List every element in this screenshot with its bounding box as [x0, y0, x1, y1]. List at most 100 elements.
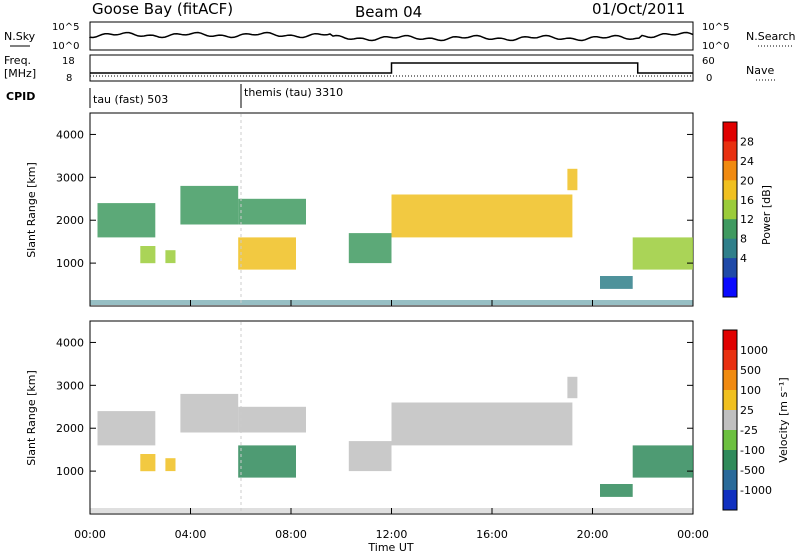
x-tick-label: 16:00 — [476, 528, 508, 541]
colorbar-tick-label: 12 — [740, 213, 754, 226]
y-tick-label: 1000 — [56, 465, 84, 478]
power-y-ticks: 1000 2000 3000 4000 — [56, 128, 693, 270]
date-title: 01/Oct/2011 — [592, 0, 685, 18]
power-panel: 1000 2000 3000 4000 Slant Range [km] 28 24 20… — [25, 112, 773, 307]
freq-tick-top: 18 — [62, 56, 75, 67]
power-colorbar: 28 24 20 16 12 8 4 — [722, 121, 754, 298]
station-title: Goose Bay (fitACF) — [92, 0, 233, 18]
colorbar-segment — [723, 390, 737, 411]
beam-title: Beam 04 — [355, 3, 422, 21]
velocity-echo-region — [165, 458, 176, 472]
nsearch-label: N.Search — [746, 30, 796, 43]
velocity-y-ticks: 1000 2000 3000 4000 — [56, 336, 693, 478]
nsky-trace — [89, 31, 694, 42]
x-tick-label: 04:00 — [175, 528, 207, 541]
power-y-axis-label: Slant Range [km] — [25, 162, 38, 258]
colorbar-tick-label: 500 — [740, 364, 761, 377]
colorbar-tick-label: -500 — [740, 464, 765, 477]
power-colorbar-label: Power [dB] — [760, 185, 773, 245]
x-tick-label: 00:00 — [74, 528, 106, 541]
nsky-tick-bottom-left: 10^0 — [52, 41, 79, 52]
velocity-y-axis-label: Slant Range [km] — [25, 370, 38, 466]
velocity-echo-region — [140, 454, 156, 472]
cpid-label: CPID — [6, 90, 35, 103]
cpid-row: CPID tau (fast) 503 themis (tau) 3310 — [6, 84, 343, 108]
y-tick-label: 2000 — [56, 422, 84, 435]
y-tick-label: 4000 — [56, 128, 84, 141]
power-echo-region — [180, 185, 239, 225]
colorbar-tick-label: 25 — [740, 404, 754, 417]
y-tick-label: 2000 — [56, 214, 84, 227]
velocity-echo-region — [632, 445, 693, 478]
velocity-colorbar-label: Velocity [m s⁻¹] — [777, 377, 790, 462]
velocity-echo-region — [348, 441, 392, 472]
colorbar-tick-label: 100 — [740, 384, 761, 397]
velocity-panel: 1000 2000 3000 4000 Slant Range [km] 1000 50… — [25, 320, 790, 515]
colorbar-tick-label: 8 — [740, 233, 747, 246]
x-tick-label: 12:00 — [376, 528, 408, 541]
nave-label: Nave — [746, 64, 774, 77]
colorbar-tick-label: 20 — [740, 174, 754, 187]
colorbar-tick-label: -1000 — [740, 484, 772, 497]
x-tick-label: 08:00 — [275, 528, 307, 541]
nsky-tick-bottom-right: 10^0 — [702, 41, 729, 52]
cpid-mode-1: tau (fast) 503 — [93, 93, 168, 106]
velocity-echo-region — [567, 376, 578, 399]
colorbar-segment — [723, 450, 737, 471]
colorbar-tick-label: 1000 — [740, 344, 768, 357]
colorbar-segment — [723, 180, 737, 201]
freq-panel: Freq. [MHz] 18 8 60 0 Nave — [4, 54, 776, 84]
nsky-label: N.Sky — [4, 30, 36, 43]
colorbar-segment — [723, 350, 737, 371]
velocity-echo-region — [238, 445, 296, 478]
power-echo-region — [140, 246, 156, 264]
colorbar-segment — [723, 370, 737, 391]
power-echo-region — [238, 237, 296, 270]
colorbar-tick-label: 4 — [740, 252, 747, 265]
velocity-echo-region — [180, 393, 239, 433]
freq-label: Freq. — [4, 54, 31, 67]
colorbar-segment — [723, 122, 737, 142]
colorbar-segment — [723, 238, 737, 259]
colorbar-tick-label: -100 — [740, 444, 765, 457]
colorbar-segment — [723, 330, 737, 351]
power-echo-region — [165, 250, 176, 264]
nsky-tick-top-right: 10^5 — [702, 22, 729, 33]
freq-tick-bottom: 8 — [66, 73, 72, 84]
x-axis-label: Time UT — [367, 541, 413, 554]
colorbar-segment — [723, 470, 737, 491]
colorbar-tick-label: -25 — [740, 424, 758, 437]
x-tick-label: 00:00 — [677, 528, 709, 541]
colorbar-segment — [723, 430, 737, 451]
colorbar-segment — [723, 277, 737, 298]
time-axis: 00:00 04:00 08:00 12:00 16:00 20:00 00:00 — [74, 300, 709, 541]
power-echo-region — [567, 168, 578, 191]
velocity-echo-region — [97, 411, 156, 446]
colorbar-tick-label: 24 — [740, 155, 754, 168]
velocity-echo-region — [600, 484, 633, 497]
colorbar-segment — [723, 141, 737, 162]
power-echo-region — [391, 194, 573, 238]
power-echo-region — [348, 233, 392, 264]
colorbar-segment — [723, 258, 737, 278]
velocity-echo-region — [391, 402, 573, 446]
power-echo-region — [97, 203, 156, 238]
velocity-echo-region — [238, 406, 306, 433]
power-echo-region — [600, 276, 633, 289]
y-tick-label: 3000 — [56, 379, 84, 392]
y-tick-label: 3000 — [56, 171, 84, 184]
nave-tick-bottom: 0 — [706, 73, 712, 84]
nsky-tick-top-left: 10^5 — [52, 22, 79, 33]
colorbar-segment — [723, 160, 737, 181]
power-echo-region — [238, 198, 306, 225]
y-tick-label: 4000 — [56, 336, 84, 349]
colorbar-segment — [723, 199, 737, 220]
velocity-colorbar: 1000 500 100 25 -25 -100 -500 -1000 — [722, 329, 772, 511]
y-tick-label: 1000 — [56, 257, 84, 270]
colorbar-tick-label: 28 — [740, 135, 754, 148]
colorbar-tick-label: 16 — [740, 194, 754, 207]
cpid-mode-2: themis (tau) 3310 — [244, 86, 343, 99]
power-echo-region — [632, 237, 693, 270]
frequency-trace — [90, 62, 693, 74]
